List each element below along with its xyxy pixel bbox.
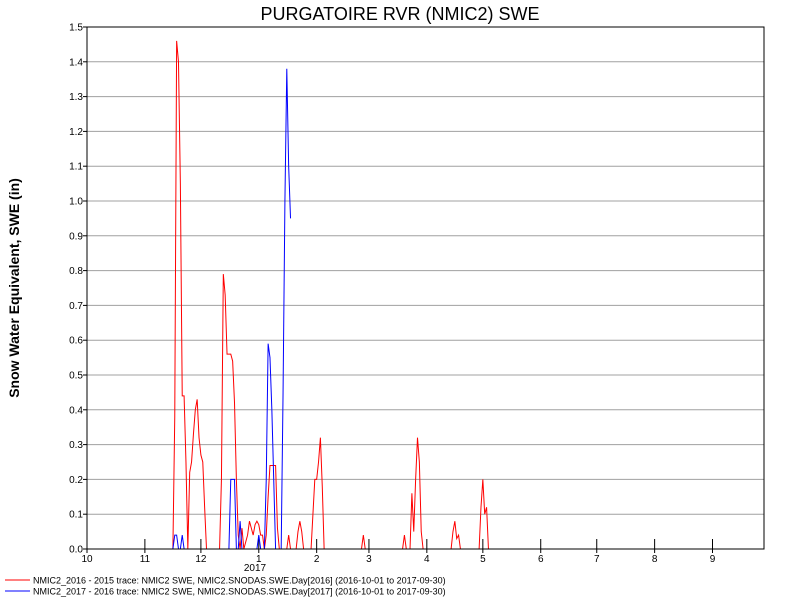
x-tick-label: 6 — [538, 554, 544, 565]
year-label: 2017 — [244, 563, 267, 574]
y-tick-label: 0.7 — [69, 301, 83, 312]
y-tick-label: 0.4 — [69, 405, 83, 416]
y-tick-label: 1.2 — [69, 127, 83, 138]
y-tick-label: 0.1 — [69, 510, 83, 521]
x-tick-label: 4 — [424, 554, 430, 565]
y-tick-label: 1.4 — [69, 57, 83, 68]
x-tick-label: 5 — [480, 554, 486, 565]
x-tick-label: 7 — [594, 554, 600, 565]
series-line-1 — [172, 40, 489, 550]
y-tick-label: 1.1 — [69, 162, 83, 173]
y-tick-label: 0.8 — [69, 266, 83, 277]
chart-title: PURGATOIRE RVR (NMIC2) SWE — [260, 4, 539, 24]
legend-label-1: NMIC2_2016 - 2015 trace: NMIC2 SWE, NMIC… — [33, 576, 446, 586]
x-tick-label: 8 — [652, 554, 658, 565]
legend: NMIC2_2016 - 2015 trace: NMIC2 SWE, NMIC… — [5, 576, 446, 597]
x-tick-label: 3 — [366, 554, 372, 565]
x-tick-label: 10 — [81, 554, 93, 565]
y-tick-label: 1.0 — [69, 197, 83, 208]
y-tick-label: 0.0 — [69, 545, 83, 556]
y-tick-label: 0.5 — [69, 371, 83, 382]
x-tick-label: 2 — [314, 554, 320, 565]
x-tick-label: 1 — [256, 554, 262, 565]
y-tick-label: 0.9 — [69, 231, 83, 242]
x-tick-label: 9 — [710, 554, 716, 565]
y-tick-label: 0.2 — [69, 475, 83, 486]
legend-label-2: NMIC2_2017 - 2016 trace: NMIC2 SWE, NMIC… — [33, 587, 446, 597]
grid-lines — [87, 61, 764, 515]
y-tick-label: 1.5 — [69, 23, 83, 34]
y-axis-ticks: 0.0 0.1 0.2 0.3 0.4 0.5 0.6 0.7 0.8 0.9 1.0 1.1 1.2 1… — [69, 23, 87, 556]
x-tick-label: 12 — [195, 554, 207, 565]
plot-border — [86, 26, 765, 550]
y-tick-label: 1.3 — [69, 92, 83, 103]
y-tick-label: 0.3 — [69, 440, 83, 451]
y-tick-label: 0.6 — [69, 336, 83, 347]
plot-area — [87, 27, 764, 549]
x-tick-label: 11 — [140, 554, 151, 565]
x-axis-ticks: 10 11 12 1 2 3 4 5 6 7 8 9 — [81, 539, 716, 565]
y-axis-label: Snow Water Equivalent, SWE (in) — [6, 178, 22, 398]
